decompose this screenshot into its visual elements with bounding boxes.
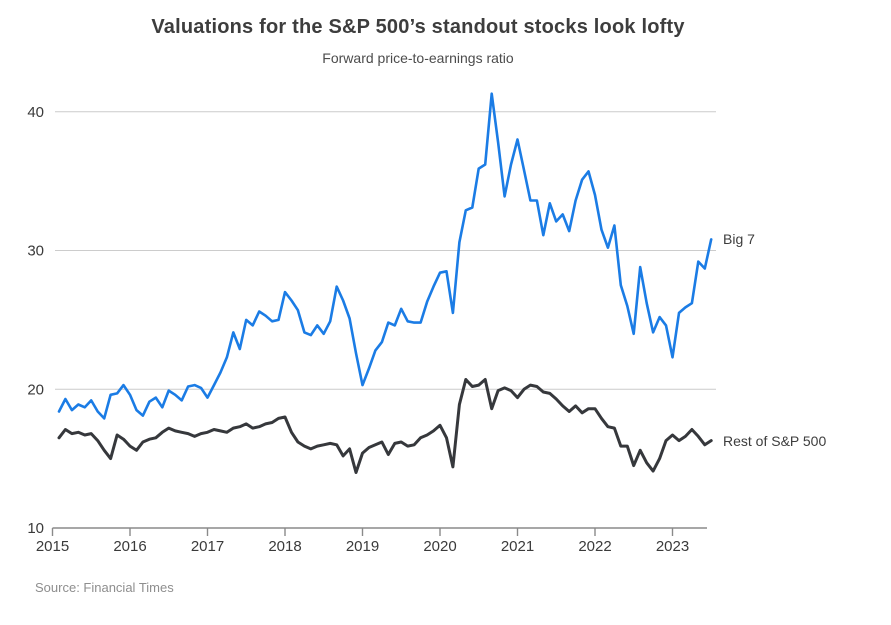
series-label-big-7: Big 7 (723, 231, 755, 248)
series-label-rest-of-sp-500: Rest of S&P 500 (723, 432, 827, 449)
y-tick-label: 20 (27, 381, 44, 398)
x-tick-label: 2021 (501, 538, 534, 555)
x-tick-label: 2015 (36, 538, 69, 555)
series-line-big-7 (57, 92, 713, 420)
x-tick-label: 2018 (268, 538, 301, 555)
y-tick-label: 40 (27, 104, 44, 121)
y-tick-label: 30 (27, 243, 44, 260)
x-tick-label: 2019 (346, 538, 379, 555)
x-tick-label: 2017 (191, 538, 224, 555)
chart-subtitle: Forward price-to-earnings ratio (322, 50, 514, 66)
series-line-rest-of-sp-500 (57, 378, 713, 474)
x-tick-label: 2022 (578, 538, 611, 555)
x-tick-label: 2016 (113, 538, 146, 555)
source-note: Source: Financial Times (35, 580, 174, 595)
y-tick-label: 10 (27, 520, 44, 537)
x-tick-label: 2023 (656, 538, 689, 555)
chart-title: Valuations for the S&P 500’s standout st… (151, 16, 685, 38)
x-tick-label: 2020 (423, 538, 456, 555)
